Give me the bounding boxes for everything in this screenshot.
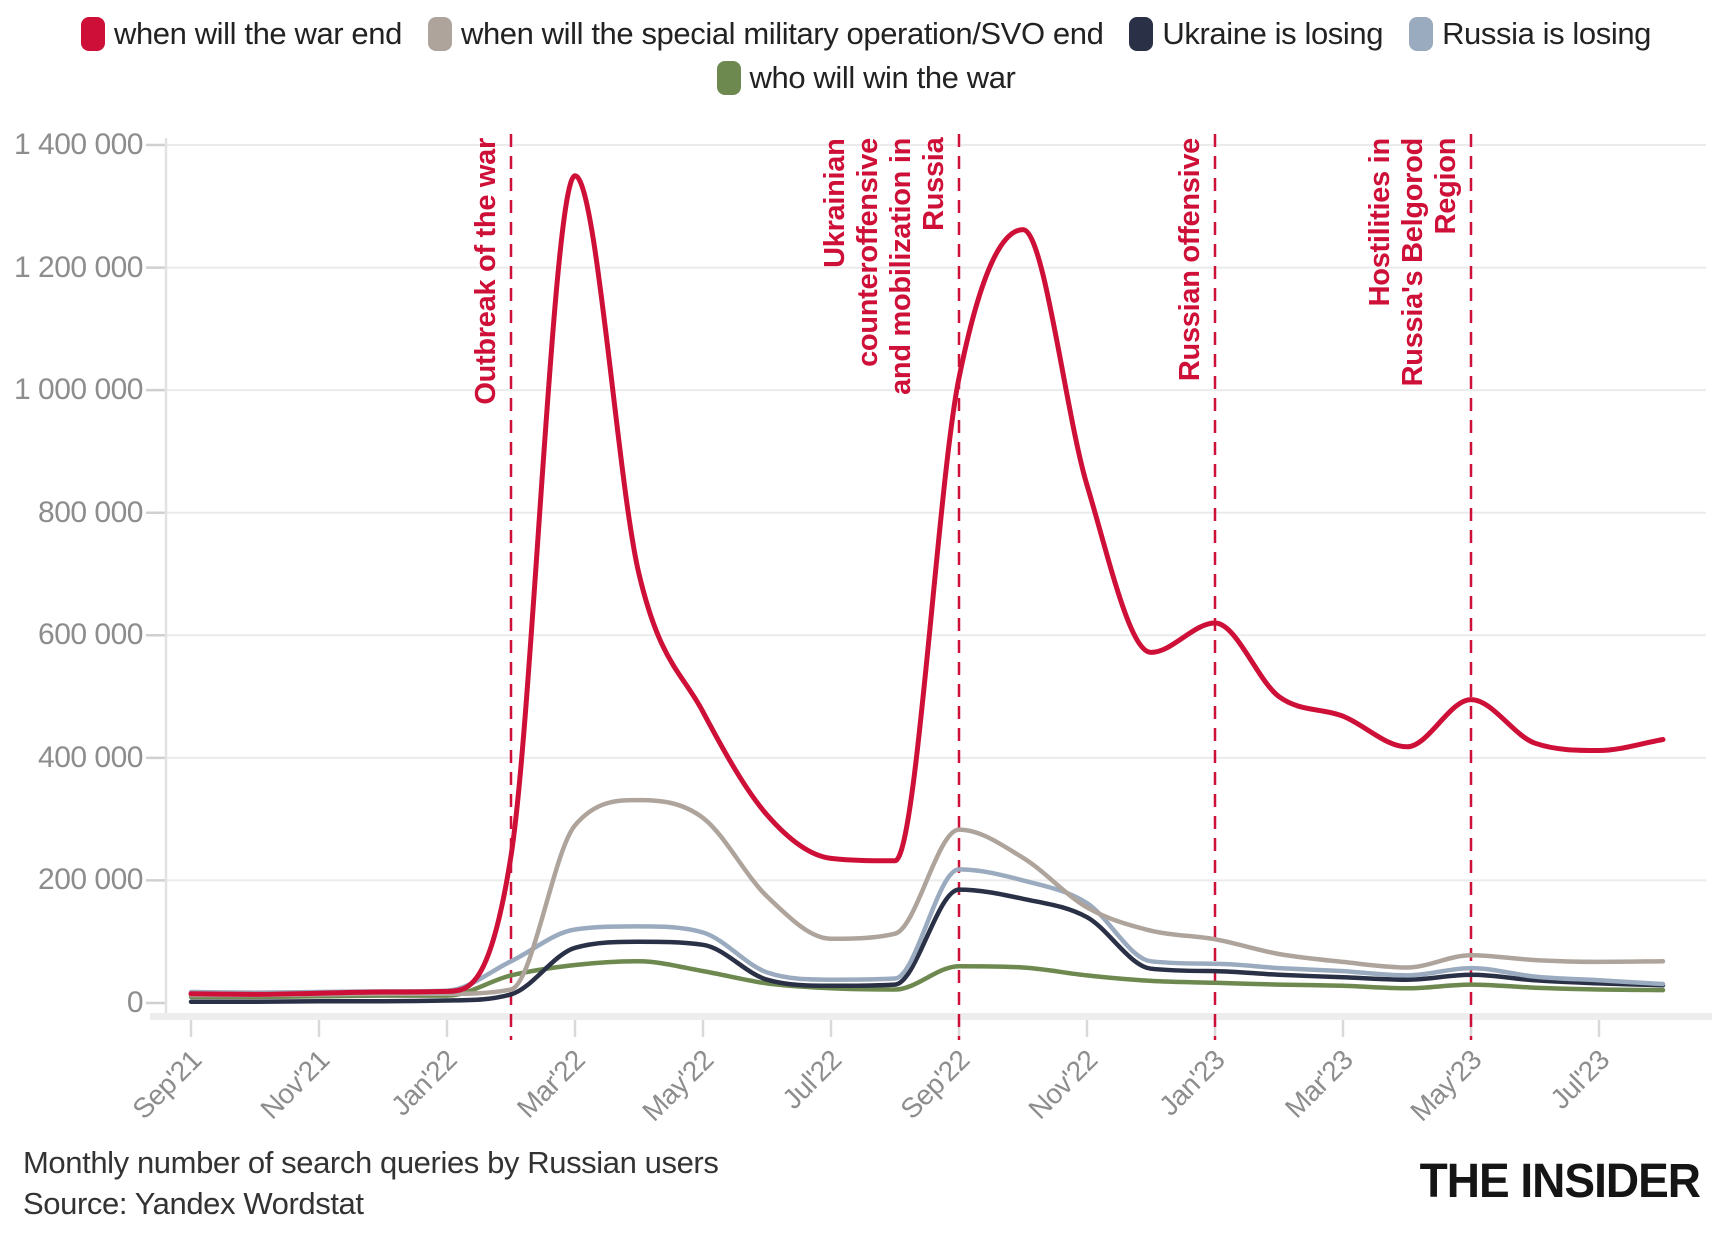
legend-swatch-icon [716, 61, 741, 95]
y-tick-label: 800 000 [38, 495, 143, 529]
annotation-label: Hostilities in Russia's Belgorod Region [1364, 138, 1462, 387]
y-tick-label: 0 [126, 986, 144, 1019]
legend-swatch-icon [427, 17, 452, 51]
series-line [188, 867, 1666, 995]
legend-label: when will the special military operation… [460, 16, 1104, 51]
y-tick-label: 600 000 [38, 618, 143, 652]
caption-line: Monthly number of search queries by Russ… [23, 1145, 719, 1180]
y-tick-label: 1 400 000 [14, 128, 143, 161]
legend-item: when will the special military operation… [427, 14, 1104, 54]
series-line [188, 887, 1666, 1005]
legend-label: Russia is losing [1442, 16, 1652, 51]
legend-item: who will win the war [716, 58, 1016, 98]
chart-caption: Monthly number of search queries by Russ… [23, 1142, 719, 1224]
y-tick-label: 400 000 [38, 740, 143, 774]
legend-swatch-icon [1129, 17, 1154, 51]
y-tick-label: 200 000 [38, 863, 143, 897]
annotation-label: Outbreak of the war [470, 138, 502, 405]
chart-legend: when will the war end when will the speci… [0, 14, 1732, 98]
legend-item: when will the war end [80, 14, 402, 54]
legend-item: Ukraine is losing [1129, 14, 1383, 54]
the-insider-logo: THE INSIDER [1419, 1153, 1701, 1208]
y-tick-label: 1 200 000 [14, 250, 143, 284]
legend-swatch-icon [1409, 17, 1434, 51]
series-line [188, 173, 1666, 997]
annotation-label: Russian offensive [1174, 138, 1206, 382]
y-tick-label: 1 000 000 [14, 373, 143, 407]
series-line [188, 797, 1666, 998]
legend-label: who will win the war [749, 60, 1016, 95]
legend-swatch-icon [80, 17, 105, 51]
legend-label: when will the war end [113, 16, 402, 51]
x-axis-line [150, 1013, 1712, 1020]
source-line: Source: Yandex Wordstat [23, 1186, 364, 1221]
legend-label: Ukraine is losing [1162, 16, 1384, 51]
annotation-label: Ukrainian counteroffensive and mobilizatio… [819, 138, 950, 395]
legend-item: Russia is losing [1409, 14, 1651, 54]
